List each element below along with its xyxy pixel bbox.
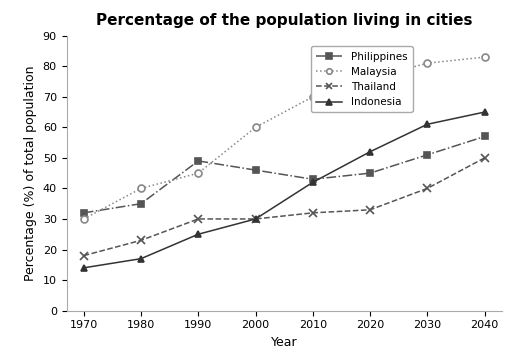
Title: Percentage of the population living in cities: Percentage of the population living in c… [96, 12, 473, 27]
Philippines [310, 177, 316, 181]
Y-axis label: Percentage (%) of total population: Percentage (%) of total population [24, 65, 37, 281]
Thailand [424, 186, 431, 191]
Indonesia [481, 110, 487, 114]
Indonesia [367, 150, 373, 154]
Malaysia [81, 217, 87, 221]
Malaysia [195, 171, 201, 175]
Line: Malaysia: Malaysia [80, 54, 488, 222]
Thailand [252, 217, 259, 221]
Indonesia [424, 122, 431, 126]
Line: Thailand: Thailand [79, 154, 489, 260]
Thailand [367, 208, 373, 212]
Indonesia [252, 217, 259, 221]
Philippines [138, 202, 144, 206]
Malaysia [252, 125, 259, 130]
Indonesia [81, 266, 87, 270]
Thailand [138, 238, 144, 242]
Malaysia [310, 95, 316, 99]
Line: Philippines: Philippines [81, 134, 487, 216]
Indonesia [138, 257, 144, 261]
Malaysia [481, 55, 487, 59]
Philippines [252, 168, 259, 172]
Philippines [195, 159, 201, 163]
Indonesia [195, 232, 201, 236]
Indonesia [310, 180, 316, 185]
Thailand [310, 211, 316, 215]
Malaysia [424, 61, 431, 65]
Malaysia [138, 186, 144, 191]
Malaysia [367, 76, 373, 81]
X-axis label: Year: Year [271, 336, 297, 349]
Philippines [424, 153, 431, 157]
Philippines [481, 134, 487, 139]
Legend: Philippines, Malaysia, Thailand, Indonesia: Philippines, Malaysia, Thailand, Indones… [311, 46, 413, 112]
Philippines [367, 171, 373, 175]
Line: Indonesia: Indonesia [80, 109, 488, 271]
Thailand [81, 253, 87, 258]
Philippines [81, 211, 87, 215]
Thailand [195, 217, 201, 221]
Thailand [481, 156, 487, 160]
